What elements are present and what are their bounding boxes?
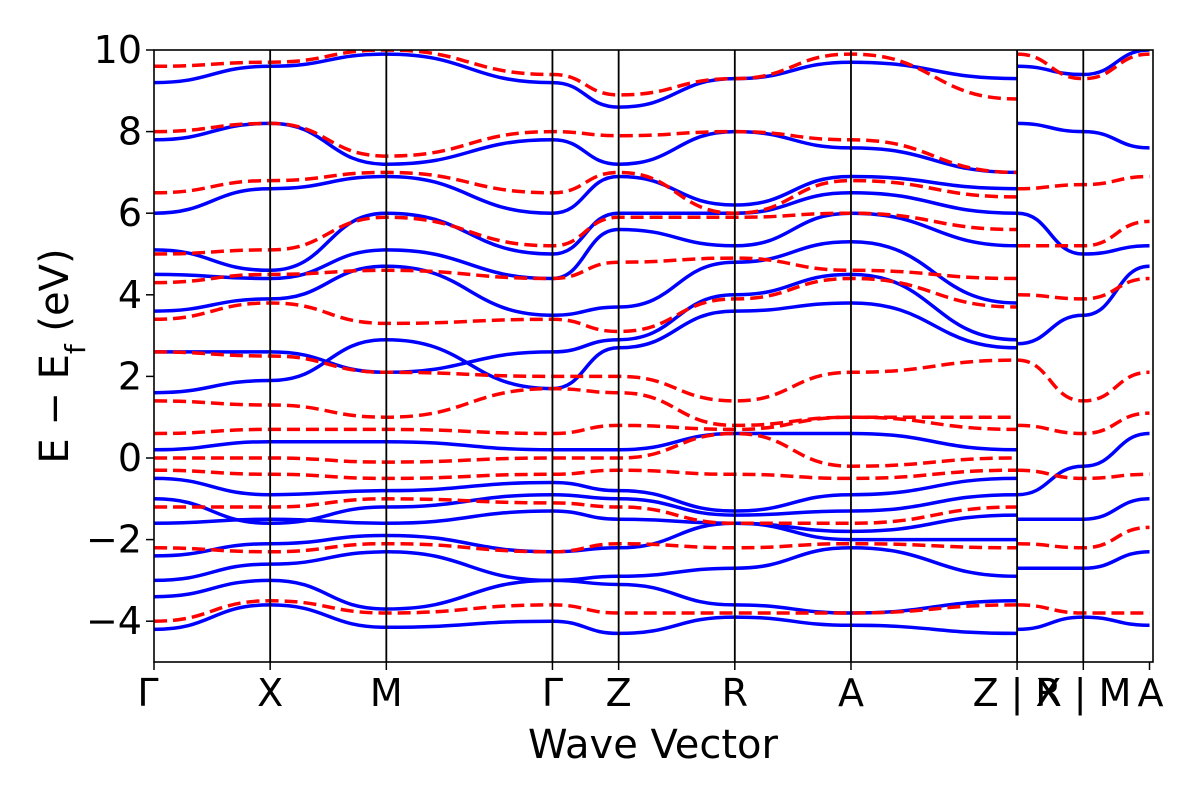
y-tick-label-7: 10: [94, 28, 142, 72]
band-series-33: [154, 256, 1018, 285]
band-series-9: [154, 272, 1018, 375]
band-series-13: [154, 174, 1018, 215]
band-series-2: [154, 546, 1018, 583]
y-tick-label-0: −4: [86, 599, 142, 643]
y-tick-label-5: 6: [118, 191, 142, 235]
band-series-25: [154, 541, 1018, 554]
x-tick-label-1: X: [257, 671, 283, 715]
band-series-7: [154, 431, 1018, 452]
band-series-0: [154, 603, 1018, 636]
y-tick-label-3: 2: [118, 354, 142, 398]
band-series-1: [154, 578, 1018, 615]
x-tick-label-5: R: [722, 671, 748, 715]
band-series-29: [154, 415, 1018, 436]
x-tick-label-0: Γ: [137, 671, 158, 715]
band-series-14: [154, 121, 1018, 175]
band-series-37: [154, 50, 1018, 101]
band-series-35: [154, 170, 1018, 215]
band-series-12: [154, 191, 1018, 273]
x-tick-label-8: R | M: [1035, 671, 1131, 716]
x-tick-label-3: Γ: [542, 671, 563, 715]
y-axis-label-main: E − E: [32, 354, 78, 464]
y-tick-label-1: −2: [86, 518, 142, 562]
band-series-8: [154, 301, 1018, 395]
band-series-6: [154, 476, 1018, 513]
y-tick-layer: −4 −2 0 2 4 6 8 10: [86, 28, 154, 643]
band-series-15: [154, 52, 1018, 109]
x-tick-label-6: A: [838, 671, 864, 715]
y-axis-label: E − Ef (eV): [32, 248, 92, 463]
y-axis-label-subscript: f: [59, 343, 92, 354]
y-tick-label-6: 8: [118, 110, 142, 154]
plot-frame: [153, 49, 1154, 663]
band-series-layer: [154, 50, 1150, 636]
kpoint-divider-layer: [269, 50, 1085, 662]
band-series-46: [1017, 52, 1150, 81]
x-tick-label-7: Z | X: [973, 671, 1062, 716]
band-series-31: [154, 350, 1018, 403]
x-axis-label: Wave Vector: [528, 722, 779, 768]
x-tick-label-4: Z: [606, 671, 632, 715]
band-series-27: [154, 468, 1018, 481]
band-series-36: [154, 121, 1018, 175]
band-series-26: [154, 497, 1018, 526]
x-tick-label-9: A: [1138, 671, 1164, 715]
y-tick-label-2: 0: [118, 436, 142, 480]
y-tick-label-4: 4: [118, 273, 142, 317]
band-series-24: [154, 599, 1018, 623]
band-series-30: [154, 386, 1018, 428]
x-tick-label-2: M: [370, 671, 403, 715]
y-axis-label-unit: (eV): [32, 248, 78, 344]
band-series-4: [154, 509, 1018, 534]
